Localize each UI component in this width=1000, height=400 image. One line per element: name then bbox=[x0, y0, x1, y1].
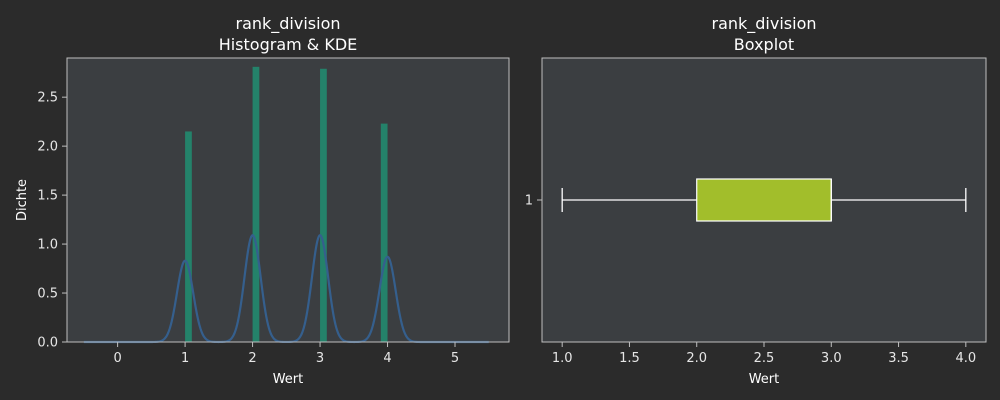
boxplot-x-tick-label: 1.5 bbox=[619, 351, 640, 366]
histogram-panel: rank_division Histogram & KDE 0 1 2 3 4 5 0.0… bbox=[15, 14, 510, 387]
histogram-x-tick-label: 0 bbox=[113, 351, 121, 366]
histogram-bar-3 bbox=[320, 68, 327, 343]
histogram-y-tick-label: 2.5 bbox=[37, 91, 58, 106]
boxplot-x-tick-label: 1.0 bbox=[552, 351, 573, 366]
histogram-x-tick-label: 2 bbox=[248, 351, 256, 366]
histogram-bar-4 bbox=[380, 123, 388, 342]
histogram-x-tick-label: 4 bbox=[383, 351, 391, 366]
histogram-bar-2 bbox=[252, 66, 260, 343]
histogram-y-tick-label: 1.0 bbox=[37, 238, 58, 253]
histogram-x-tick-label: 1 bbox=[181, 351, 189, 366]
histogram-y-ticks: 0.0 0.5 1.0 1.5 2.0 2.5 bbox=[37, 91, 67, 351]
histogram-spines bbox=[66, 57, 510, 343]
histogram-y-tick-label: 0.0 bbox=[37, 336, 58, 351]
boxplot-x-label: Wert bbox=[749, 372, 780, 387]
boxplot-x-tick-label: 2.0 bbox=[686, 351, 707, 366]
histogram-x-tick-label: 5 bbox=[451, 351, 459, 366]
histogram-x-label: Wert bbox=[273, 372, 304, 387]
boxplot-x-tick-label: 2.5 bbox=[754, 351, 775, 366]
boxplot-x-tick-label: 4.0 bbox=[955, 351, 976, 366]
boxplot-spines bbox=[541, 57, 987, 343]
histogram-y-tick-label: 0.5 bbox=[37, 287, 58, 302]
histogram-bar-1 bbox=[185, 131, 192, 342]
boxplot-box bbox=[696, 178, 832, 222]
boxplot-title-line1: rank_division bbox=[711, 14, 816, 34]
histogram-x-tick-label: 3 bbox=[316, 351, 324, 366]
histogram-x-ticks: 0 1 2 3 4 5 bbox=[113, 342, 459, 366]
boxplot-x-ticks: 1.0 1.5 2.0 2.5 3.0 3.5 4.0 bbox=[552, 342, 976, 366]
boxplot-title-line2: Boxplot bbox=[734, 35, 794, 54]
boxplot bbox=[561, 178, 967, 222]
boxplot-y-tick-label: 1 bbox=[525, 194, 533, 209]
histogram-plot-area bbox=[67, 58, 509, 342]
histogram-title-line1: rank_division bbox=[235, 14, 340, 34]
boxplot-x-tick-label: 3.0 bbox=[821, 351, 842, 366]
boxplot-panel: rank_division Boxplot 1.0 1.5 2.0 2.5 3.0 3.5… bbox=[525, 14, 987, 387]
histogram-bars bbox=[185, 66, 388, 343]
boxplot-y-ticks: 1 bbox=[525, 194, 542, 209]
histogram-y-tick-label: 2.0 bbox=[37, 140, 58, 155]
histogram-title-line2: Histogram & KDE bbox=[219, 35, 358, 54]
histogram-y-label: Dichte bbox=[15, 179, 30, 221]
boxplot-x-tick-label: 3.5 bbox=[888, 351, 909, 366]
histogram-y-tick-label: 1.5 bbox=[37, 189, 58, 204]
